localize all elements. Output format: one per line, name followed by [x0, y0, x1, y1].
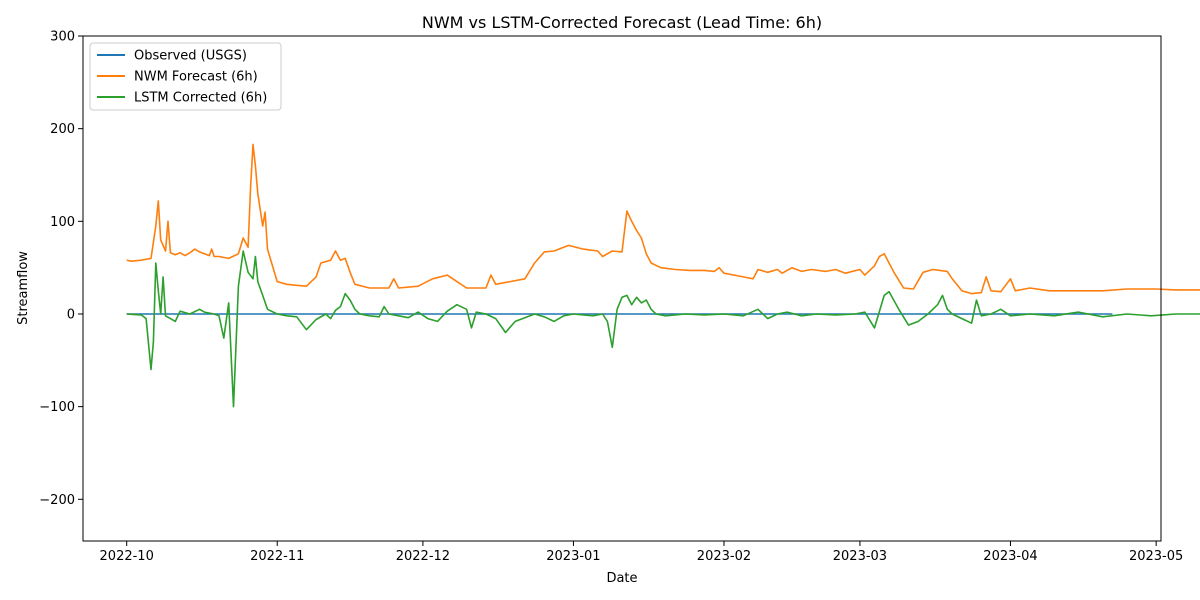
legend-label: Observed (USGS) — [134, 49, 247, 64]
x-tick-label: 2023-04 — [983, 549, 1037, 564]
y-tick-label: −100 — [39, 400, 75, 415]
y-tick-label: 0 — [67, 307, 75, 322]
x-tick-label: 2023-01 — [546, 549, 600, 564]
y-axis: −200 −100 0 100 200 300 — [39, 30, 83, 508]
y-tick-label: 300 — [50, 30, 75, 45]
axes-frame — [82, 35, 1162, 542]
plot-area — [82, 35, 1200, 542]
legend-label: LSTM Corrected (6h) — [134, 91, 267, 106]
x-tick-label: 2022-11 — [250, 549, 304, 564]
x-tick-label: 2022-12 — [396, 549, 450, 564]
y-tick-label: −200 — [39, 493, 75, 508]
y-tick-label: 200 — [50, 122, 75, 137]
y-axis-label: Streamflow — [16, 251, 31, 325]
legend: Observed (USGS) NWM Forecast (6h) LSTM Cor… — [89, 42, 282, 111]
x-tick-label: 2023-02 — [697, 549, 751, 564]
series-line-3 — [126, 250, 1200, 408]
x-tick-label: 2023-03 — [833, 549, 887, 564]
x-tick-label: 2023-05 — [1129, 549, 1183, 564]
chart-title: NWM vs LSTM-Corrected Forecast (Lead Tim… — [422, 13, 822, 32]
x-tick-label: 2022-10 — [100, 549, 154, 564]
legend-box — [89, 42, 282, 111]
x-axis-label: Date — [606, 571, 637, 586]
x-axis: 2022-10 2022-11 2022-12 2023-01 2023-02 2023-… — [100, 541, 1183, 564]
series-layer — [126, 143, 1200, 408]
legend-label: NWM Forecast (6h) — [134, 70, 258, 85]
series-line-2 — [126, 143, 1200, 295]
y-tick-label: 100 — [50, 215, 75, 230]
